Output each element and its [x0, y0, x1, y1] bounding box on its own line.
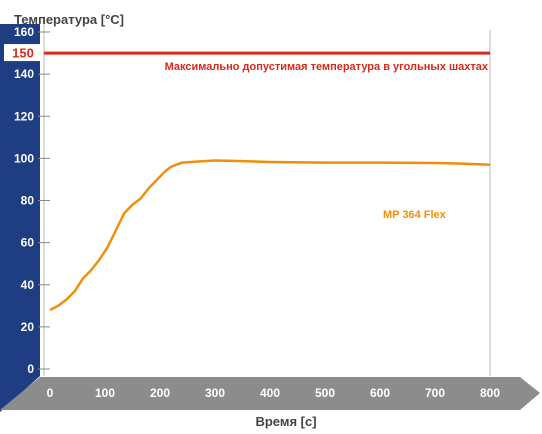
y-tick-label: 40 [21, 278, 35, 292]
y-tick-label: 60 [21, 236, 35, 250]
x-tick-label: 300 [205, 386, 225, 400]
max-temperature-value-box [4, 44, 42, 62]
max-temperature-annotation: Максимально допустимая температура в уго… [165, 61, 489, 73]
x-axis-title: Время [с] [255, 414, 317, 429]
x-axis-band [0, 377, 540, 410]
y-axis-band [0, 24, 40, 412]
y-axis-title: Температура [°C] [14, 12, 124, 27]
y-tick-label: 100 [14, 151, 34, 165]
x-tick-label: 800 [480, 386, 500, 400]
x-tick-label: 0 [47, 386, 54, 400]
x-tick-label: 700 [425, 386, 445, 400]
y-tick-label: 80 [21, 194, 35, 208]
x-tick-label: 400 [260, 386, 280, 400]
x-tick-label: 200 [150, 386, 170, 400]
y-tick-label: 140 [14, 67, 34, 81]
series-label-mp-364-flex: MP 364 Flex [383, 209, 447, 221]
x-tick-labels: 0 100 200 300 400 500 600 700 800 [47, 386, 501, 400]
max-temperature-value-label: 150 [12, 46, 34, 61]
y-tick-marks [38, 31, 50, 370]
x-tick-label: 600 [370, 386, 390, 400]
y-tick-label: 0 [27, 362, 34, 376]
y-tick-label: 160 [14, 25, 34, 39]
y-tick-labels: 0 20 40 60 80 100 120 140 160 [14, 25, 34, 376]
x-tick-label: 500 [315, 386, 335, 400]
x-tick-label: 100 [95, 386, 115, 400]
y-tick-label: 120 [14, 109, 34, 123]
y-tick-label: 20 [21, 320, 35, 334]
series-line-mp-364-flex [49, 159, 491, 312]
